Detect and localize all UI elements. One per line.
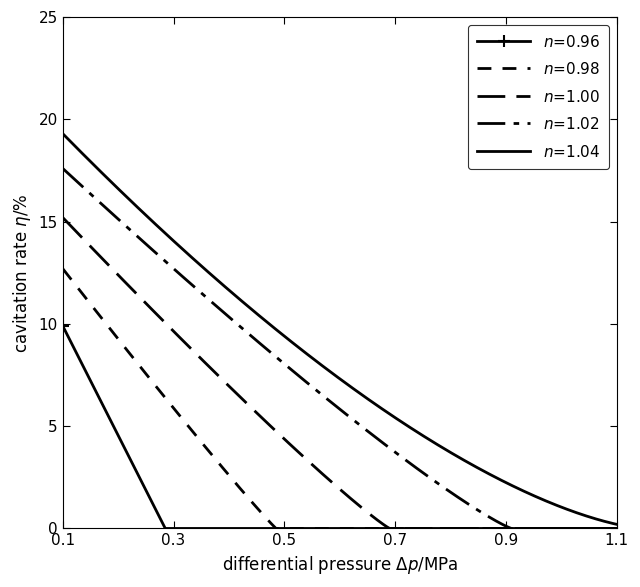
- X-axis label: differential pressure $\Delta p$/MPa: differential pressure $\Delta p$/MPa: [221, 554, 458, 576]
- Y-axis label: cavitation rate $\eta$/%: cavitation rate $\eta$/%: [11, 193, 33, 353]
- Legend: $n$=0.96, $n$=0.98, $n$=1.00, $n$=1.02, $n$=1.04: $n$=0.96, $n$=0.98, $n$=1.00, $n$=1.02, …: [468, 25, 609, 169]
